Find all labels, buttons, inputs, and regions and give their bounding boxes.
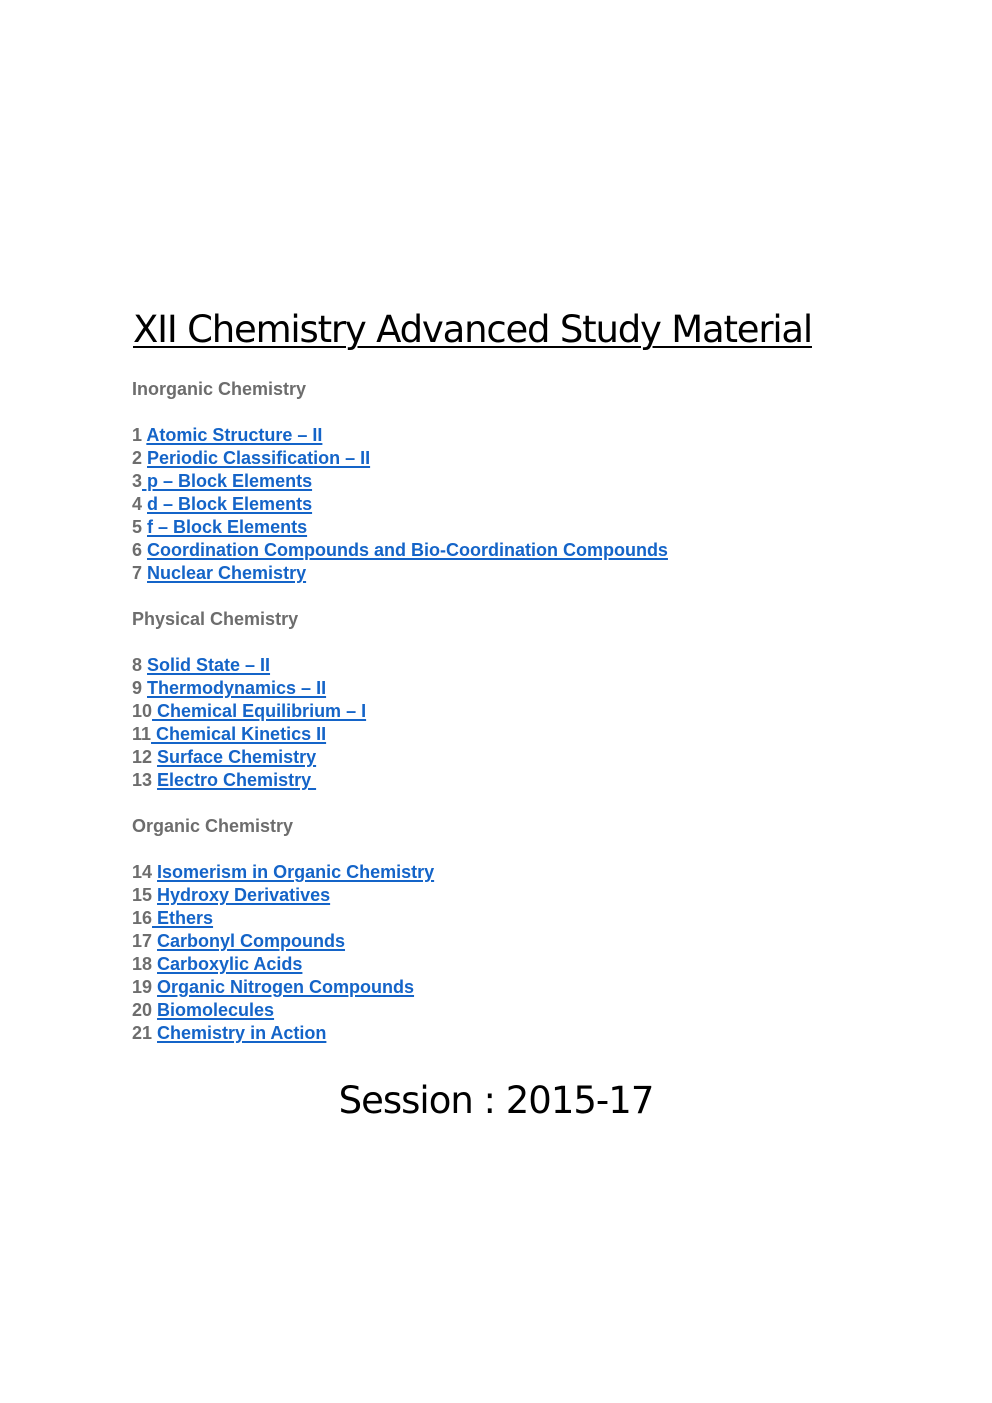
toc-link-hydroxy-derivatives[interactable]: Hydroxy Derivatives xyxy=(157,885,331,905)
toc-link-f-block-elements[interactable]: f – Block Elements xyxy=(147,517,308,537)
toc-item: 4 d – Block Elements xyxy=(132,493,892,516)
item-number: 21 xyxy=(132,1023,158,1043)
toc-link-biomolecules[interactable]: Biomolecules xyxy=(157,1000,275,1020)
item-number: 17 xyxy=(132,931,158,951)
toc-item: 21 Chemistry in Action xyxy=(132,1022,892,1045)
toc-item: 13 Electro Chemistry xyxy=(132,769,892,792)
item-number: 8 xyxy=(132,655,148,675)
toc-item: 1 Atomic Structure – II xyxy=(132,424,892,447)
toc-item: 15 Hydroxy Derivatives xyxy=(132,884,892,907)
toc-item: 6 Coordination Compounds and Bio-Coordin… xyxy=(132,539,892,562)
toc-item: 5 f – Block Elements xyxy=(132,516,892,539)
toc-item: 11 Chemical Kinetics II xyxy=(132,723,892,746)
toc-link-carbonyl-compounds[interactable]: Carbonyl Compounds xyxy=(157,931,346,951)
toc-item: 3 p – Block Elements xyxy=(132,470,892,493)
toc-item: 7 Nuclear Chemistry xyxy=(132,562,892,585)
toc-link-ethers[interactable]: Ethers xyxy=(152,908,214,928)
section-heading: Physical Chemistry xyxy=(132,609,299,629)
item-number: 20 xyxy=(132,1000,158,1020)
item-number: 5 xyxy=(132,517,148,537)
toc-link-atomic-structure[interactable]: Atomic Structure – II xyxy=(146,425,323,445)
item-number: 12 xyxy=(132,747,158,767)
toc-link-solid-state[interactable]: Solid State – II xyxy=(147,655,271,675)
toc-list: 8 Solid State – II 9 Thermodynamics – II… xyxy=(132,654,892,792)
item-number: 4 xyxy=(132,494,148,514)
item-number: 9 xyxy=(132,678,148,698)
item-number: 10 xyxy=(132,701,153,721)
item-number: 13 xyxy=(132,770,158,790)
toc-link-periodic-classification[interactable]: Periodic Classification – II xyxy=(147,448,371,468)
item-number: 16 xyxy=(132,908,153,928)
toc-link-organic-nitrogen-compounds[interactable]: Organic Nitrogen Compounds xyxy=(157,977,415,997)
item-number: 18 xyxy=(132,954,158,974)
section-physical-chemistry: Physical Chemistry 8 Solid State – II 9 … xyxy=(132,608,892,792)
toc-link-coordination-compounds[interactable]: Coordination Compounds and Bio-Coordinat… xyxy=(147,540,668,560)
toc-link-isomerism[interactable]: Isomerism in Organic Chemistry xyxy=(157,862,435,882)
toc-link-nuclear-chemistry[interactable]: Nuclear Chemistry xyxy=(147,563,307,583)
toc-link-surface-chemistry[interactable]: Surface Chemistry xyxy=(157,747,317,767)
toc-link-chemical-kinetics[interactable]: Chemical Kinetics II xyxy=(151,724,327,744)
toc-item: 10 Chemical Equilibrium – I xyxy=(132,700,892,723)
item-number: 19 xyxy=(132,977,158,997)
session-text: Session : 2015-17 xyxy=(338,1079,655,1122)
toc-link-chemistry-in-action[interactable]: Chemistry in Action xyxy=(157,1023,327,1043)
item-number: 2 xyxy=(132,448,148,468)
item-number: 11 xyxy=(132,724,152,744)
item-number: 1 xyxy=(132,425,147,445)
toc-link-chemical-equilibrium[interactable]: Chemical Equilibrium – I xyxy=(152,701,367,721)
toc-link-d-block-elements[interactable]: d – Block Elements xyxy=(147,494,313,514)
toc-link-thermodynamics[interactable]: Thermodynamics – II xyxy=(147,678,327,698)
toc-list: 14 Isomerism in Organic Chemistry 15 Hyd… xyxy=(132,861,892,1045)
section-inorganic-chemistry: Inorganic Chemistry 1 Atomic Structure –… xyxy=(132,378,892,585)
toc-link-electro-chemistry[interactable]: Electro Chemistry xyxy=(157,770,317,790)
toc-item: 2 Periodic Classification – II xyxy=(132,447,892,470)
toc-link-carboxylic-acids[interactable]: Carboxylic Acids xyxy=(157,954,303,974)
item-number: 7 xyxy=(132,563,148,583)
section-heading: Organic Chemistry xyxy=(132,816,294,836)
toc-item: 14 Isomerism in Organic Chemistry xyxy=(132,861,892,884)
section-organic-chemistry: Organic Chemistry 14 Isomerism in Organi… xyxy=(132,815,892,1045)
toc-item: 16 Ethers xyxy=(132,907,892,930)
toc-link-p-block-elements[interactable]: p – Block Elements xyxy=(142,471,313,491)
item-number: 14 xyxy=(132,862,158,882)
toc-item: 17 Carbonyl Compounds xyxy=(132,930,892,953)
toc-item: 18 Carboxylic Acids xyxy=(132,953,892,976)
toc-item: 19 Organic Nitrogen Compounds xyxy=(132,976,892,999)
toc-list: 1 Atomic Structure – II 2 Periodic Class… xyxy=(132,424,892,585)
toc-item: 20 Biomolecules xyxy=(132,999,892,1022)
document-title: XII Chemistry Advanced Study Material xyxy=(133,308,813,351)
toc-item: 8 Solid State – II xyxy=(132,654,892,677)
item-number: 3 xyxy=(132,471,143,491)
section-heading: Inorganic Chemistry xyxy=(132,379,307,399)
item-number: 6 xyxy=(132,540,148,560)
toc-item: 9 Thermodynamics – II xyxy=(132,677,892,700)
toc-item: 12 Surface Chemistry xyxy=(132,746,892,769)
item-number: 15 xyxy=(132,885,158,905)
